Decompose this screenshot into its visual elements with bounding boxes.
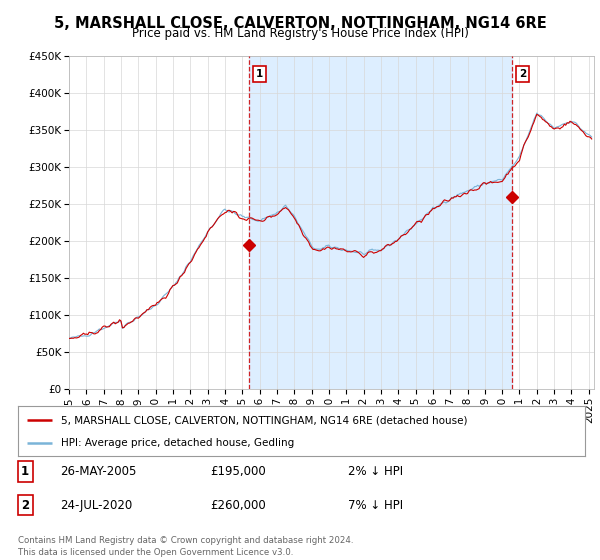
Text: 2% ↓ HPI: 2% ↓ HPI	[348, 465, 403, 478]
Text: HPI: Average price, detached house, Gedling: HPI: Average price, detached house, Gedl…	[61, 438, 294, 449]
Text: 1: 1	[256, 69, 263, 80]
Text: 5, MARSHALL CLOSE, CALVERTON, NOTTINGHAM, NG14 6RE (detached house): 5, MARSHALL CLOSE, CALVERTON, NOTTINGHAM…	[61, 415, 467, 425]
Text: 2: 2	[519, 69, 526, 80]
Text: 2: 2	[21, 498, 29, 512]
Text: Contains HM Land Registry data © Crown copyright and database right 2024.
This d: Contains HM Land Registry data © Crown c…	[18, 536, 353, 557]
Text: £195,000: £195,000	[210, 465, 266, 478]
Text: 26-MAY-2005: 26-MAY-2005	[60, 465, 136, 478]
Text: £260,000: £260,000	[210, 498, 266, 512]
Text: 24-JUL-2020: 24-JUL-2020	[60, 498, 132, 512]
Text: 1: 1	[21, 465, 29, 478]
Bar	[249, 56, 512, 389]
Text: 5, MARSHALL CLOSE, CALVERTON, NOTTINGHAM, NG14 6RE: 5, MARSHALL CLOSE, CALVERTON, NOTTINGHAM…	[53, 16, 547, 31]
Text: 7% ↓ HPI: 7% ↓ HPI	[348, 498, 403, 512]
Text: Price paid vs. HM Land Registry's House Price Index (HPI): Price paid vs. HM Land Registry's House …	[131, 27, 469, 40]
